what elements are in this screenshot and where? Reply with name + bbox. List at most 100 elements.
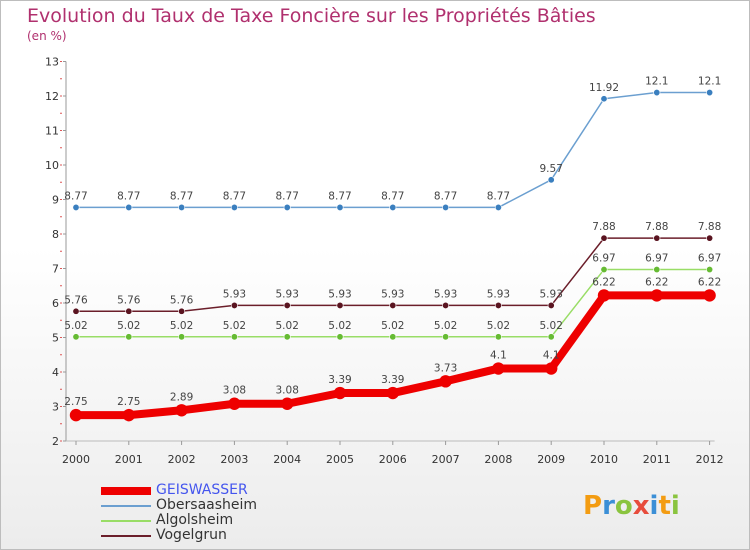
data-point-vogelgrun [600, 234, 608, 242]
data-label-vogelgrun: 7.88 [645, 221, 668, 233]
data-point-obersaasheim [125, 203, 133, 211]
data-point-vogelgrun [283, 301, 291, 309]
data-labels: 8.77 8.77 8.77 8.77 8.77 8.77 8.77 8.77 8.77 9.57… [64, 76, 721, 409]
data-label-geiswasser: 6.22 [592, 276, 615, 288]
data-label-geiswasser: 4.1 [543, 350, 560, 362]
data-label-geiswasser: 2.75 [117, 396, 140, 408]
data-label-vogelgrun: 5.76 [117, 294, 141, 306]
data-point-geiswasser [703, 289, 716, 302]
data-point-geiswasser [281, 397, 294, 410]
legend-label-geiswasser: GEISWASSER [156, 482, 248, 498]
y-tick-label: 4 [52, 366, 59, 379]
data-label-vogelgrun: 7.88 [698, 221, 721, 233]
proxiti-logo: Proxiti [583, 491, 680, 521]
x-tick-label: 2010 [590, 453, 618, 466]
data-point-obersaasheim [283, 203, 291, 211]
data-label-geiswasser: 4.1 [490, 350, 507, 362]
legend-swatch-algolsheim [101, 520, 151, 522]
data-point-vogelgrun [547, 301, 555, 309]
data-point-obersaasheim [706, 89, 714, 97]
data-point-algolsheim [494, 333, 502, 341]
data-point-algolsheim [600, 266, 608, 274]
data-point-vogelgrun [706, 234, 714, 242]
data-label-obersaasheim: 8.77 [381, 190, 404, 202]
x-tick-label: 2000 [62, 453, 90, 466]
legend-swatch-vogelgrun [101, 535, 151, 537]
data-label-obersaasheim: 8.77 [487, 190, 510, 202]
data-point-algolsheim [230, 333, 238, 341]
data-label-vogelgrun: 5.93 [434, 288, 457, 300]
data-point-geiswasser [333, 386, 347, 400]
data-label-obersaasheim: 8.77 [223, 190, 246, 202]
data-point-vogelgrun [494, 301, 502, 309]
data-point-obersaasheim [653, 89, 661, 97]
data-label-algolsheim: 5.02 [487, 320, 510, 332]
logo-letter: t [658, 491, 671, 521]
x-tick-label: 2003 [220, 453, 248, 466]
data-point-geiswasser [122, 408, 135, 422]
data-label-vogelgrun: 5.76 [64, 294, 88, 306]
data-label-vogelgrun: 5.93 [223, 288, 246, 300]
data-point-vogelgrun [389, 301, 397, 309]
data-label-geiswasser: 6.22 [645, 276, 668, 288]
data-point-obersaasheim [230, 203, 238, 211]
x-tick-label: 2002 [168, 453, 196, 466]
data-label-geiswasser: 3.39 [328, 374, 351, 386]
data-label-obersaasheim: 8.77 [64, 190, 87, 202]
data-label-obersaasheim: 11.92 [589, 82, 619, 94]
data-point-algolsheim [653, 266, 661, 274]
y-tick-label: 5 [52, 332, 59, 345]
data-point-geiswasser [650, 289, 663, 302]
data-point-obersaasheim [72, 203, 80, 211]
data-label-algolsheim: 5.02 [328, 320, 351, 332]
x-tick-label: 2007 [432, 453, 460, 466]
y-tick-label: 7 [52, 263, 59, 276]
data-point-algolsheim [72, 333, 80, 341]
data-label-geiswasser: 2.89 [170, 391, 193, 403]
data-point-obersaasheim [336, 203, 344, 211]
data-label-obersaasheim: 8.77 [276, 190, 299, 202]
data-point-algolsheim [336, 333, 344, 341]
y-tick-label: 6 [52, 297, 59, 310]
data-point-algolsheim [389, 333, 397, 341]
series-lines [69, 89, 716, 422]
data-label-algolsheim: 5.02 [381, 320, 404, 332]
data-label-vogelgrun: 5.93 [381, 288, 404, 300]
data-point-vogelgrun [72, 307, 80, 315]
line-chart: 2 3 4 5 6 7 8 9 10 11 12 13 2000 2001 2002 2003 2004 2005… [45, 56, 724, 467]
data-label-obersaasheim: 8.77 [117, 190, 140, 202]
data-label-vogelgrun: 5.93 [487, 288, 510, 300]
data-label-vogelgrun: 5.76 [170, 294, 194, 306]
data-label-vogelgrun: 5.93 [328, 288, 351, 300]
data-label-obersaasheim: 9.57 [540, 163, 563, 175]
data-point-vogelgrun [178, 307, 186, 315]
logo-letter: o [614, 491, 633, 521]
data-label-vogelgrun: 5.93 [540, 288, 563, 300]
data-point-vogelgrun [653, 234, 661, 242]
data-point-algolsheim [706, 266, 714, 274]
data-point-geiswasser [386, 386, 399, 400]
legend-label-obersaasheim: Obersaasheim [156, 497, 258, 513]
data-point-geiswasser [439, 375, 452, 388]
data-point-geiswasser [69, 408, 83, 422]
data-point-vogelgrun [125, 307, 133, 315]
y-tick-label: 9 [52, 194, 59, 207]
legend-label-algolsheim: Algolsheim [156, 512, 234, 528]
data-label-vogelgrun: 7.88 [592, 221, 615, 233]
x-tick-label: 2012 [696, 453, 724, 466]
data-label-geiswasser: 3.08 [223, 385, 246, 397]
logo-letter: r [602, 491, 615, 521]
data-point-obersaasheim [389, 203, 397, 211]
x-tick-label: 2004 [273, 453, 301, 466]
data-point-geiswasser [175, 404, 188, 417]
data-label-algolsheim: 5.02 [276, 320, 299, 332]
x-tick-label: 2008 [484, 453, 512, 466]
y-tick-label: 10 [45, 159, 59, 172]
data-label-algolsheim: 5.02 [540, 320, 563, 332]
x-tick-label: 2005 [326, 453, 354, 466]
data-point-algolsheim [283, 333, 291, 341]
data-label-obersaasheim: 12.1 [645, 76, 668, 88]
data-label-obersaasheim: 8.77 [434, 190, 457, 202]
y-tick-label: 2 [52, 435, 59, 448]
data-label-geiswasser: 6.22 [698, 276, 721, 288]
